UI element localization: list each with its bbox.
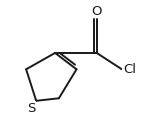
Text: Cl: Cl bbox=[123, 63, 136, 76]
Text: O: O bbox=[91, 5, 102, 18]
Text: S: S bbox=[27, 102, 36, 115]
